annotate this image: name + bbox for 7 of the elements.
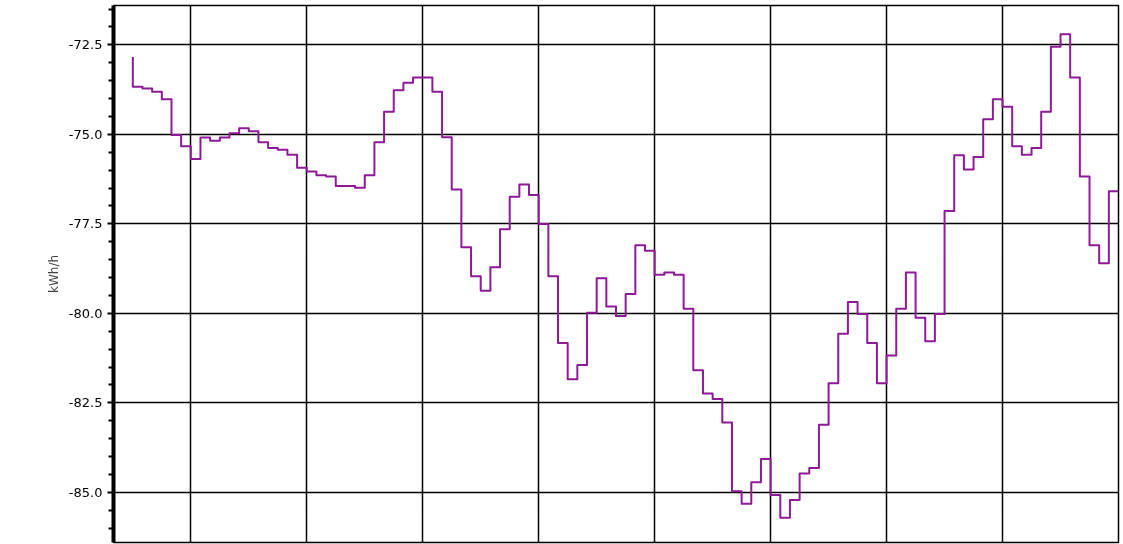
y-tick-label: -80.0 xyxy=(68,305,103,321)
y-tick-label: -85.0 xyxy=(68,484,103,500)
y-tick-label: -82.5 xyxy=(68,395,103,411)
y-tick-label: -72.5 xyxy=(68,37,103,53)
y-tick-label: -77.5 xyxy=(68,216,103,232)
y-axis-title: kWh/h xyxy=(46,254,61,294)
y-tick-label: -75.0 xyxy=(68,126,103,142)
